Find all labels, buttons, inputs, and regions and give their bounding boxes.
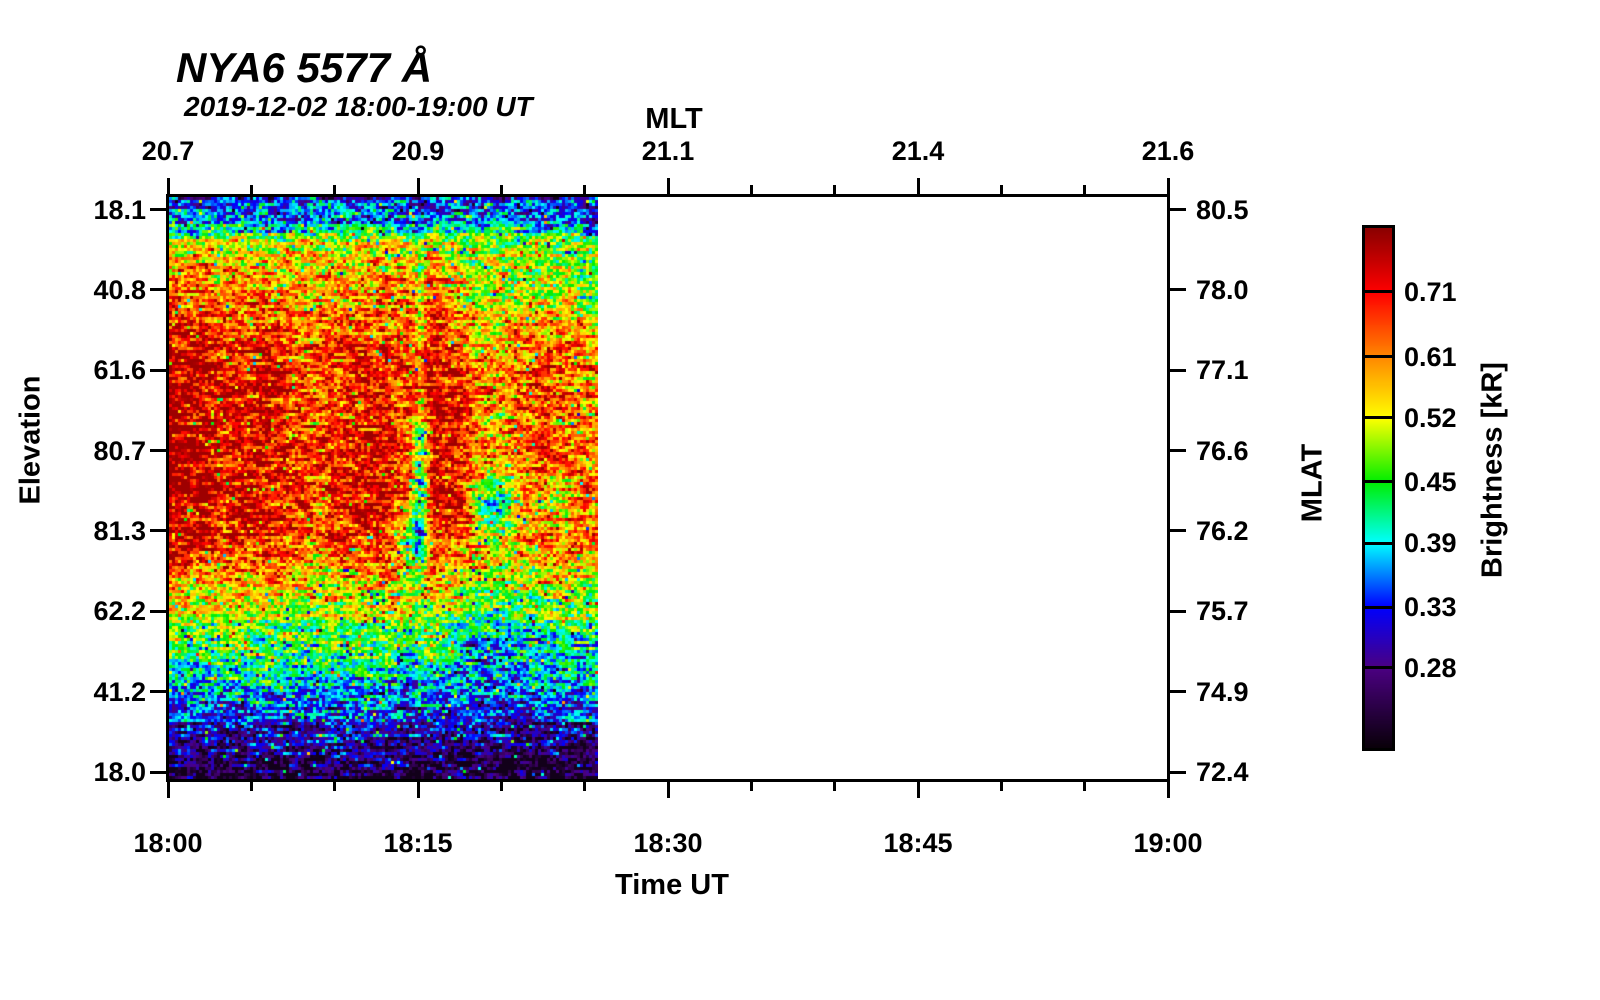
left-axis-tick-label: 18.1: [93, 194, 146, 225]
right-axis-tick: [1170, 208, 1186, 211]
plot-title: NYA6 5577 Å: [176, 44, 433, 91]
bottom-axis-minor-tick: [999, 782, 1003, 791]
colorbar-tick-label: 0.45: [1404, 466, 1457, 497]
bottom-axis-major-tick: [166, 782, 170, 798]
bottom-axis-tick-label: 18:00: [133, 828, 203, 858]
left-axis-tick: [150, 529, 166, 533]
left-axis-tick: [150, 690, 166, 694]
right-axis-tick: [1170, 449, 1186, 453]
left-axis-tick: [150, 449, 166, 453]
colorbar-label: Brightness [kR]: [1476, 362, 1509, 578]
top-axis-major-tick: [416, 178, 420, 194]
bottom-axis-major-tick: [916, 782, 920, 798]
top-axis-tick-label tick-label: 20.7: [141, 136, 195, 166]
right-axis-tick: [1170, 690, 1186, 694]
top-axis-minor-tick: [333, 185, 337, 194]
top-axis-minor-tick: [999, 185, 1003, 194]
bottom-axis-major-tick: [1166, 782, 1170, 798]
bottom-axis-minor-tick: [583, 782, 587, 791]
colorbar-tick: [1365, 416, 1392, 420]
left-axis-tick: [150, 770, 166, 774]
colorbar-tick: [1365, 541, 1392, 545]
left-axis-tick-label: 41.2: [93, 676, 146, 707]
top-axis-major-tick: [166, 178, 170, 194]
colorbar-tick-label: 0.28: [1404, 652, 1457, 683]
right-axis-tick-label: 80.5: [1196, 194, 1249, 225]
left-axis-tick-label: 81.3: [93, 515, 146, 546]
colorbar-tick: [1365, 605, 1392, 609]
right-axis-tick-label: 77.1: [1196, 355, 1249, 386]
top-axis-minor-tick: [499, 185, 503, 194]
top-axis-minor-tick: [833, 185, 837, 194]
right-axis-tick-label: 75.7: [1196, 596, 1249, 627]
right-axis-tick-label: 78.0: [1196, 274, 1249, 305]
colorbar-tick: [1365, 666, 1392, 670]
bottom-axis-major-tick: [416, 782, 420, 798]
bottom-axis-minor-tick: [1083, 782, 1087, 791]
bottom-axis-minor-tick: [499, 782, 503, 791]
colorbar-tick: [1365, 480, 1392, 484]
bottom-axis-major-tick: [666, 782, 670, 798]
colorbar-tick-label: 0.33: [1404, 592, 1457, 623]
top-axis-label: MLT: [645, 103, 703, 135]
left-axis-tick: [150, 368, 166, 372]
top-axis-minor-tick: [1083, 185, 1087, 194]
right-axis-tick: [1170, 529, 1186, 533]
right-axis-label: MLAT: [1296, 443, 1329, 523]
bottom-axis-minor-tick: [333, 782, 337, 791]
bottom-axis-tick-label: 18:30: [633, 828, 703, 858]
bottom-axis-minor-tick: [249, 782, 253, 791]
right-axis-tick: [1170, 288, 1186, 292]
left-axis-tick: [150, 609, 166, 613]
right-axis-tick: [1170, 368, 1186, 372]
bottom-axis-minor-tick: [749, 782, 753, 791]
left-axis-tick-label: 80.7: [93, 435, 146, 466]
left-axis-tick-label: 62.2: [93, 596, 146, 627]
colorbar-tick-label: 0.61: [1404, 341, 1457, 372]
right-axis-tick: [1170, 770, 1186, 774]
bottom-axis-tick-label: 18:45: [883, 828, 953, 858]
left-axis-tick-label: 18.0: [93, 757, 146, 787]
left-axis-tick: [150, 208, 166, 211]
top-axis-tick-label tick-label: 21.4: [891, 136, 945, 166]
top-axis-major-tick: [1166, 178, 1170, 194]
top-axis-minor-tick: [749, 185, 753, 194]
bottom-axis-minor-tick: [833, 782, 837, 791]
right-axis-tick-label: 74.9: [1196, 676, 1249, 707]
top-axis-minor-tick: [249, 185, 253, 194]
top-axis-tick-label tick-label: 21.6: [1141, 136, 1195, 166]
bottom-axis-tick-label: 19:00: [1133, 828, 1203, 858]
left-axis-tick-label: 40.8: [93, 274, 146, 305]
top-axis-minor-tick: [583, 185, 587, 194]
heatmap-image: [169, 197, 598, 779]
right-axis-tick-label: 76.2: [1196, 515, 1249, 546]
left-axis-tick: [150, 288, 166, 292]
right-axis-tick: [1170, 609, 1186, 613]
bottom-axis-label: Time UT: [615, 869, 729, 901]
bottom-axis-tick-label: 18:15: [383, 828, 453, 858]
colorbar-gradient: [1365, 228, 1392, 748]
right-axis-tick-label: 76.6: [1196, 435, 1249, 466]
top-axis-major-tick: [916, 178, 920, 194]
top-axis-tick-label tick-label: 20.9: [391, 136, 445, 166]
colorbar-tick: [1365, 355, 1392, 359]
left-axis-tick-label: 61.6: [93, 355, 146, 386]
right-axis-tick-label: 72.4: [1196, 757, 1249, 787]
colorbar-tick-label: 0.52: [1404, 402, 1457, 433]
colorbar-tick-label: 0.71: [1404, 276, 1457, 307]
top-axis-tick-label tick-label: 21.1: [641, 136, 695, 166]
plot-subtitle: 2019-12-02 18:00-19:00 UT: [184, 91, 533, 122]
top-axis-major-tick: [666, 178, 670, 194]
colorbar-tick: [1365, 290, 1392, 294]
colorbar-tick-label: 0.39: [1404, 528, 1457, 559]
